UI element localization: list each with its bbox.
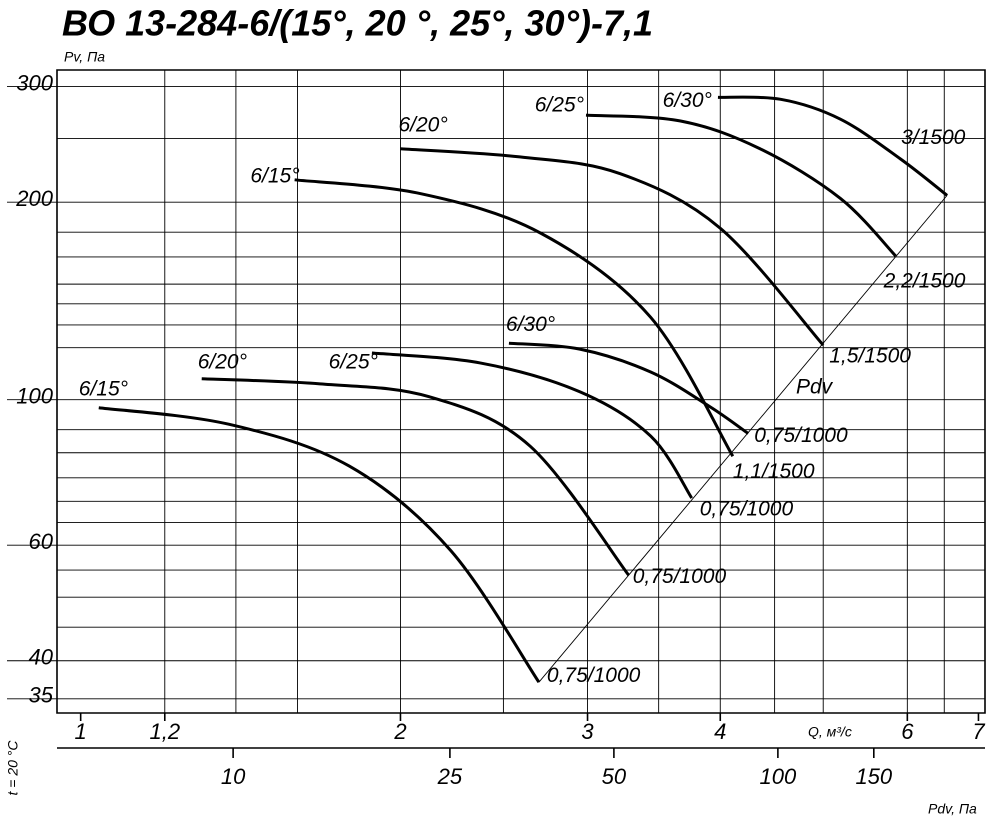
y-tick-label: 300 bbox=[16, 70, 53, 95]
x-tick-label: 2 bbox=[393, 719, 406, 744]
curve-name: 6/20° bbox=[398, 113, 447, 136]
y-tick-label: 60 bbox=[29, 529, 54, 554]
x2-tick-label: 50 bbox=[602, 764, 627, 789]
x2-tick-label: 100 bbox=[760, 764, 797, 789]
chart-title: ВО 13-284-6/(15°, 20 °, 25°, 30°)-7,1 bbox=[62, 3, 653, 44]
x2-tick-label: 150 bbox=[855, 764, 892, 789]
curve-name: 6/20° bbox=[198, 350, 247, 373]
x-tick-label: 4 bbox=[714, 719, 726, 744]
x-tick-label: 3 bbox=[581, 719, 594, 744]
curve-end-label: 0,75/1000 bbox=[754, 424, 848, 447]
curve-end-label: 1,5/1500 bbox=[829, 345, 911, 368]
curve-name: 6/30° bbox=[663, 89, 712, 112]
curve-end-label: 0,75/1000 bbox=[547, 664, 641, 687]
curve-end-label: 0,75/1000 bbox=[700, 498, 794, 521]
y-tick-label: 35 bbox=[29, 683, 54, 708]
x-axis-label: Q, м³/с bbox=[808, 724, 852, 740]
curve bbox=[371, 351, 693, 499]
x2-axis-label: Pdv, Па bbox=[928, 801, 977, 817]
curve-end-label: 0,75/1000 bbox=[633, 565, 727, 588]
x2-tick-label: 25 bbox=[437, 764, 463, 789]
x-tick-label: 1,2 bbox=[149, 719, 180, 744]
x-tick-label: 6 bbox=[901, 719, 914, 744]
y-axis-label: Pv, Па bbox=[64, 49, 105, 65]
curve-end-label: 1,1/1500 bbox=[733, 460, 815, 483]
x-tick-label: 7 bbox=[972, 719, 985, 744]
curve-end-label: 2,2/1500 bbox=[883, 269, 966, 292]
curve-name: 6/25° bbox=[535, 94, 584, 117]
curve-name: 6/30° bbox=[506, 313, 555, 336]
pdv-label: Pdv bbox=[796, 376, 834, 399]
curve bbox=[201, 377, 630, 577]
x-tick-label: 1 bbox=[75, 719, 87, 744]
curve-end-label: 3/1500 bbox=[901, 126, 966, 149]
plot-frame bbox=[56, 69, 986, 714]
pdv-line bbox=[538, 195, 948, 683]
x2-tick-label: 10 bbox=[221, 764, 246, 789]
curve bbox=[585, 113, 897, 257]
curve bbox=[294, 178, 735, 457]
curve bbox=[400, 147, 825, 347]
y-tick-label: 40 bbox=[29, 645, 54, 670]
curve-name: 6/25° bbox=[329, 351, 378, 374]
curve-name: 6/15° bbox=[79, 377, 128, 400]
curve-name: 6/15° bbox=[250, 164, 299, 187]
curve bbox=[98, 406, 541, 684]
side-label: t = 20 °C bbox=[5, 740, 21, 796]
curve bbox=[717, 95, 949, 197]
curve bbox=[508, 341, 750, 435]
y-tick-label: 200 bbox=[15, 186, 53, 211]
y-tick-label: 100 bbox=[16, 383, 53, 408]
